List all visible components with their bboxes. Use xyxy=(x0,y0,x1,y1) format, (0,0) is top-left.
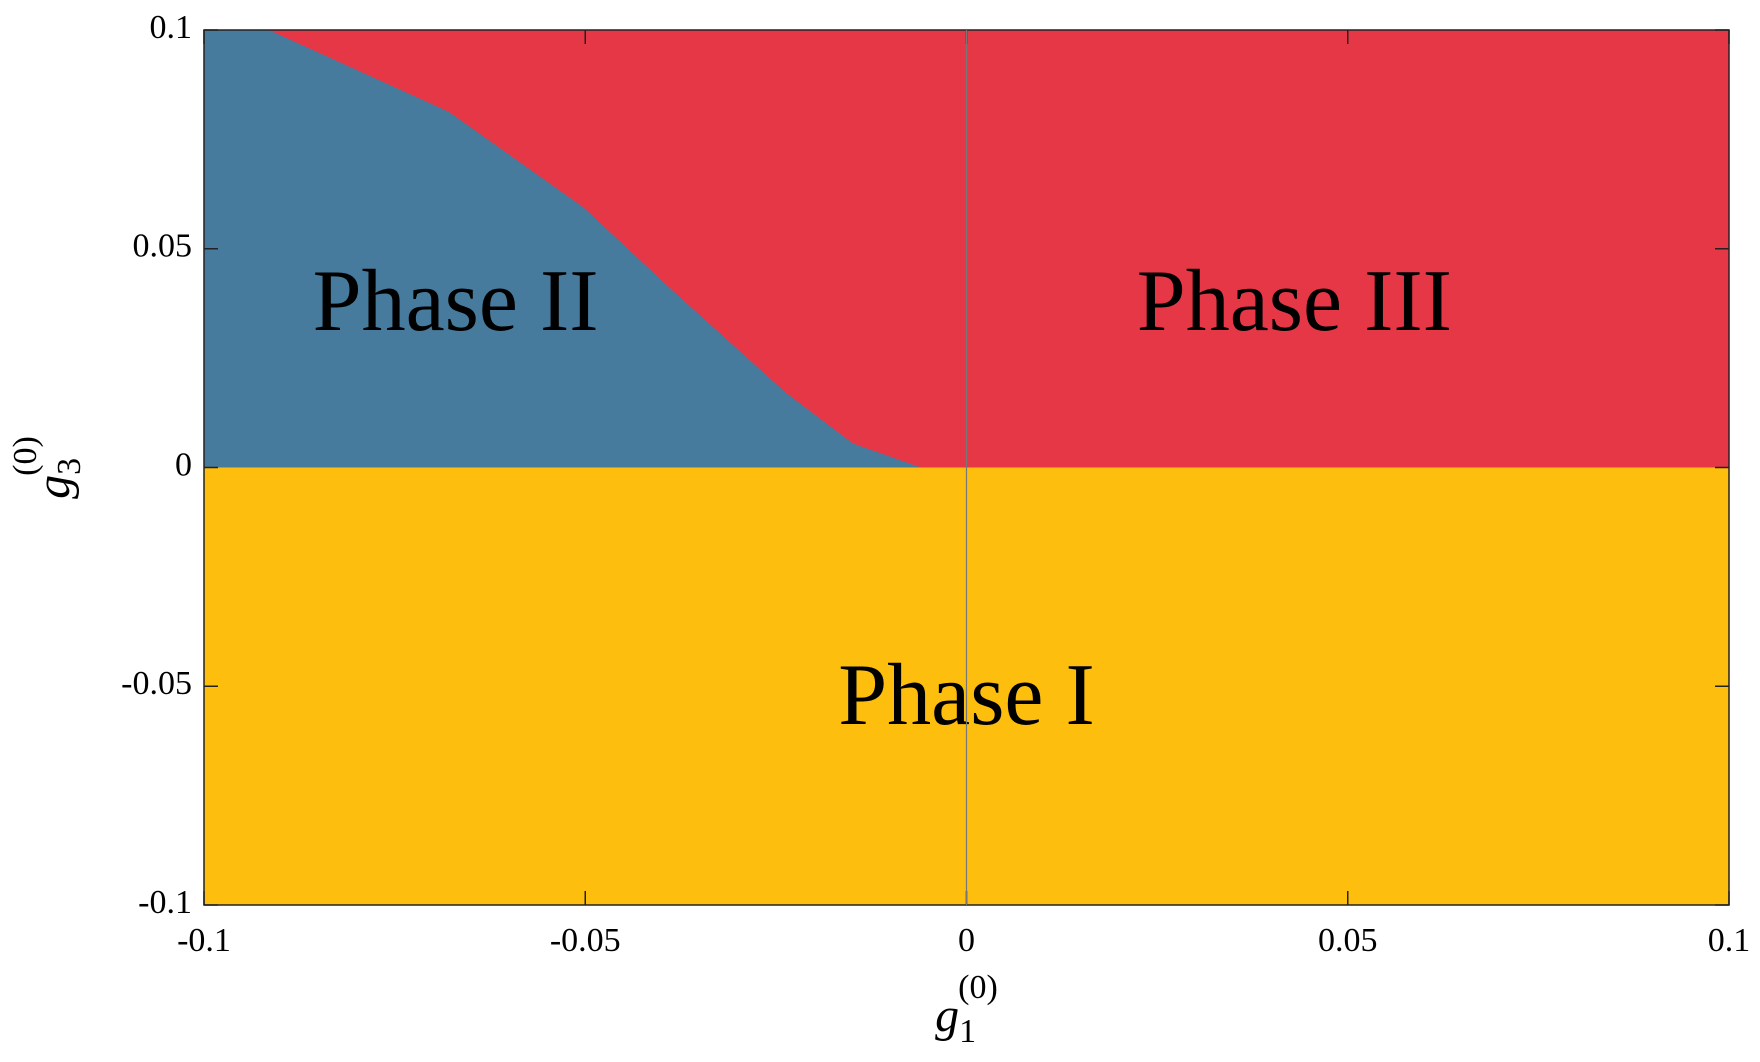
x-axis-label: g1 (0) xyxy=(935,969,998,1050)
region-label: Phase III xyxy=(1137,253,1452,350)
y-tick-label: -0.1 xyxy=(138,884,192,921)
y-tick-label: 0.1 xyxy=(150,9,193,46)
x-tick-label: 0 xyxy=(958,922,975,959)
phase-region xyxy=(204,30,921,468)
x-tick-label: 0.05 xyxy=(1318,922,1378,959)
region-label: Phase II xyxy=(313,253,599,350)
x-tick-label: -0.1 xyxy=(177,922,231,959)
x-axis-label-sub: 1 xyxy=(959,1013,976,1050)
x-axis-label-base: g xyxy=(935,989,959,1042)
y-tick-label: -0.05 xyxy=(121,665,192,702)
x-tick-label: 0.1 xyxy=(1708,922,1751,959)
y-axis-label-sub: 3 xyxy=(51,458,88,475)
x-axis-label-sup: (0) xyxy=(958,969,998,1006)
y-tick-label: 0.05 xyxy=(133,228,193,265)
x-tick-label: -0.05 xyxy=(550,922,621,959)
y-tick-label: 0 xyxy=(175,446,192,483)
y-axis-label-base: g xyxy=(27,475,80,499)
y-axis-label-sup: (0) xyxy=(7,436,44,476)
y-axis-label: g3 (0) xyxy=(7,436,88,499)
